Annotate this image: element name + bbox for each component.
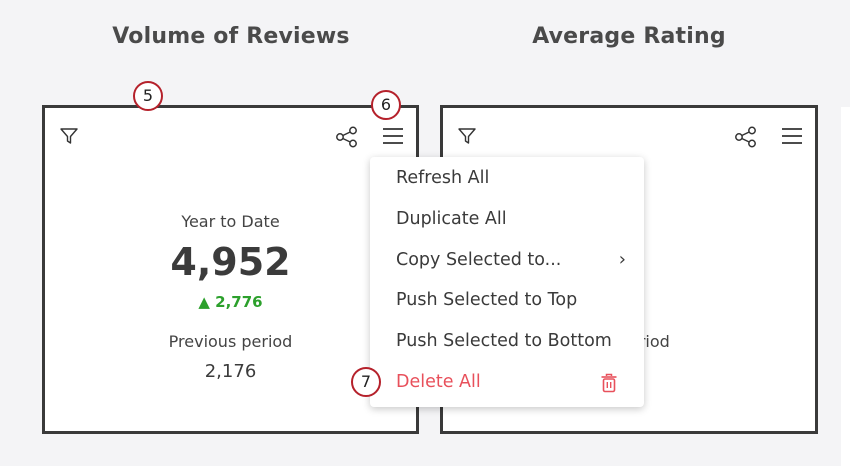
kpi-value: 4,952 xyxy=(170,240,291,284)
share-icon[interactable] xyxy=(335,126,359,148)
adjacent-widget-edge xyxy=(841,107,850,466)
widget-title-volume-of-reviews: Volume of Reviews xyxy=(112,24,350,49)
kpi-previous-label: Previous period xyxy=(168,332,293,351)
kpi-previous-value: 2,176 xyxy=(204,361,257,382)
filter-icon[interactable] xyxy=(457,126,477,146)
menu-item-label: Push Selected to Bottom xyxy=(396,331,612,351)
widget-actions-menu: Refresh All Duplicate All Copy Selected … xyxy=(370,157,644,407)
chevron-right-icon: › xyxy=(618,249,626,270)
menu-item-label: Push Selected to Top xyxy=(396,290,578,310)
menu-item-copy-selected-to[interactable]: Copy Selected to... › xyxy=(396,245,628,275)
filter-icon[interactable] xyxy=(59,126,79,146)
menu-item-label: Duplicate All xyxy=(396,209,507,229)
menu-item-push-selected-to-top[interactable]: Push Selected to Top xyxy=(396,285,628,315)
menu-item-push-selected-to-bottom[interactable]: Push Selected to Bottom xyxy=(396,326,628,356)
widget-title-average-rating: Average Rating xyxy=(532,24,726,49)
callout-badge-6: 6 xyxy=(371,90,401,120)
callout-badge-7: 7 xyxy=(351,367,381,397)
kpi-delta: ▲ 2,776 xyxy=(198,293,263,311)
kpi-period-label: Year to Date xyxy=(181,212,280,231)
trash-icon xyxy=(601,373,617,393)
menu-item-label: Delete All xyxy=(396,372,481,392)
callout-badge-5: 5 xyxy=(133,81,163,111)
menu-item-label: Copy Selected to... xyxy=(396,250,562,270)
menu-item-delete-all[interactable]: Delete All xyxy=(396,367,628,397)
share-icon[interactable] xyxy=(734,126,758,148)
menu-item-label: Refresh All xyxy=(396,168,490,188)
hamburger-menu-icon[interactable] xyxy=(781,127,803,145)
hamburger-menu-icon[interactable] xyxy=(382,127,404,145)
menu-item-duplicate-all[interactable]: Duplicate All xyxy=(396,204,628,234)
menu-item-refresh-all[interactable]: Refresh All xyxy=(396,163,628,193)
widget-card-volume-of-reviews[interactable]: Year to Date 4,952 ▲ 2,776 Previous peri… xyxy=(42,105,419,434)
